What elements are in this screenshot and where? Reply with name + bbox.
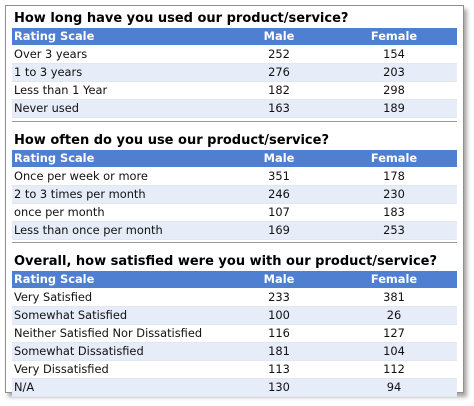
male-count: 246 xyxy=(268,187,290,201)
rating-label: Very Satisfied xyxy=(14,290,93,304)
female-count: 298 xyxy=(383,83,405,97)
male-count: 276 xyxy=(268,65,290,79)
female-count: 253 xyxy=(383,223,405,237)
column-header: Female xyxy=(370,151,418,165)
survey-results-panel: How long have you used our product/servi… xyxy=(5,5,464,397)
female-count: 104 xyxy=(383,344,405,358)
female-count: 183 xyxy=(383,205,405,219)
female-count: 230 xyxy=(383,187,405,201)
rating-label: 1 to 3 years xyxy=(14,65,83,79)
table-row: Less than once per month 169 253 xyxy=(12,222,457,240)
female-count: 178 xyxy=(383,169,405,183)
rating-label: Never used xyxy=(14,101,79,115)
rating-label: 2 to 3 times per month xyxy=(14,187,146,201)
rating-label: Once per week or more xyxy=(14,169,148,183)
table-row: 2 to 3 times per month 246 230 xyxy=(12,186,457,204)
table-row: Once per week or more 351 178 xyxy=(12,168,457,186)
section-divider xyxy=(12,242,457,243)
male-count: 233 xyxy=(268,290,290,304)
male-count: 116 xyxy=(268,326,290,340)
column-header: Rating Scale xyxy=(14,272,95,286)
table-row: Never used 163 189 xyxy=(12,100,457,118)
rating-label: Somewhat Satisfied xyxy=(14,308,128,322)
rating-label: Neither Satisfied Nor Dissatisfied xyxy=(14,326,203,340)
table-row: Very Dissatisfied 113 112 xyxy=(12,361,457,379)
male-count: 181 xyxy=(268,344,290,358)
question-title: How long have you used our product/servi… xyxy=(14,11,349,26)
table-row: Somewhat Satisfied 100 26 xyxy=(12,307,457,325)
rating-label: Very Dissatisfied xyxy=(14,362,109,376)
table-row: Very Satisfied 233 381 xyxy=(12,289,457,307)
table-row: Over 3 years 252 154 xyxy=(12,46,457,64)
male-count: 100 xyxy=(268,308,290,322)
table-header-row: Rating Scale Male Female xyxy=(12,271,457,289)
table-header-row: Rating Scale Male Female xyxy=(12,150,457,168)
female-count: 112 xyxy=(383,362,405,376)
rating-label: Somewhat Dissatisfied xyxy=(14,344,144,358)
female-count: 94 xyxy=(386,380,402,394)
table-row: 1 to 3 years 276 203 xyxy=(12,64,457,82)
female-count: 154 xyxy=(383,47,405,61)
question-title: How often do you use our product/service… xyxy=(14,133,329,148)
female-count: 381 xyxy=(383,290,405,304)
table-row: N/A 130 94 xyxy=(12,379,457,397)
table-row: Somewhat Dissatisfied 181 104 xyxy=(12,343,457,361)
survey-section: How often do you use our product/service… xyxy=(12,132,457,240)
table-row: Less than 1 Year 182 298 xyxy=(12,82,457,100)
column-header: Male xyxy=(263,29,295,43)
column-header: Male xyxy=(263,151,295,165)
column-header: Female xyxy=(370,272,418,286)
survey-section: How long have you used our product/servi… xyxy=(12,10,457,118)
male-count: 351 xyxy=(268,169,290,183)
rating-label: Over 3 years xyxy=(14,47,88,61)
male-count: 163 xyxy=(268,101,290,115)
column-header: Male xyxy=(263,272,295,286)
female-count: 127 xyxy=(383,326,405,340)
male-count: 130 xyxy=(268,380,290,394)
rating-label: Less than 1 Year xyxy=(14,83,108,97)
female-count: 189 xyxy=(383,101,405,115)
table-row: once per month 107 183 xyxy=(12,204,457,222)
rating-label: once per month xyxy=(14,205,105,219)
survey-section: Overall, how satisfied were you with our… xyxy=(12,253,457,397)
female-count: 203 xyxy=(383,65,405,79)
section-divider xyxy=(12,121,457,122)
rating-label: N/A xyxy=(14,380,35,394)
male-count: 252 xyxy=(268,47,290,61)
table-header-row: Rating Scale Male Female xyxy=(12,28,457,46)
male-count: 169 xyxy=(268,223,290,237)
question-title: Overall, how satisfied were you with our… xyxy=(14,254,438,269)
table-row: Neither Satisfied Nor Dissatisfied 116 127 xyxy=(12,325,457,343)
rating-label: Less than once per month xyxy=(14,223,163,237)
female-count: 26 xyxy=(386,308,402,322)
male-count: 107 xyxy=(268,205,290,219)
male-count: 113 xyxy=(268,362,290,376)
column-header: Rating Scale xyxy=(14,29,95,43)
male-count: 182 xyxy=(268,83,290,97)
column-header: Rating Scale xyxy=(14,151,95,165)
column-header: Female xyxy=(370,29,418,43)
